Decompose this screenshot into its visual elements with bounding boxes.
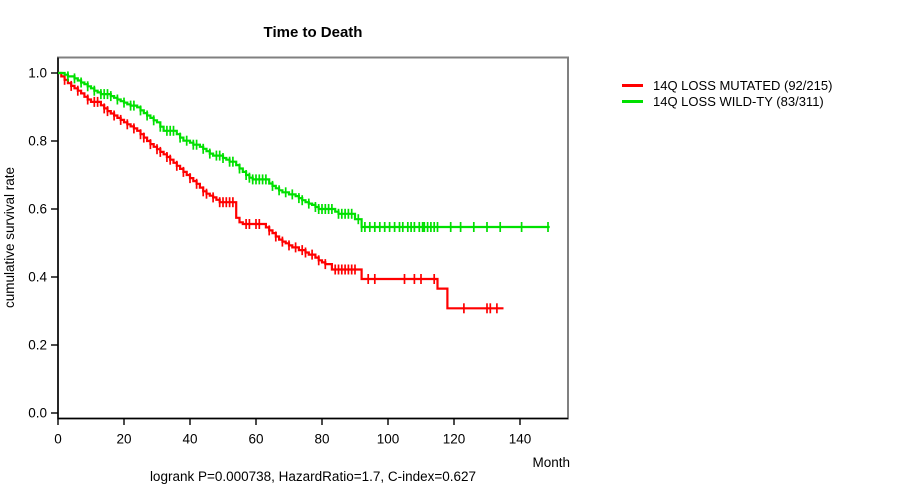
svg-text:0.8: 0.8	[28, 134, 47, 149]
svg-text:20: 20	[116, 432, 131, 447]
legend-label-wildtype: 14Q LOSS WILD-TY (83/311)	[653, 93, 824, 109]
chart-title: Time to Death	[263, 24, 363, 41]
legend-item: 14Q LOSS WILD-TY (83/311)	[622, 93, 832, 109]
svg-text:0.2: 0.2	[28, 338, 47, 353]
legend-item: 14Q LOSS MUTATED (92/215)	[622, 77, 832, 93]
svg-text:0.6: 0.6	[28, 202, 47, 217]
svg-text:0.4: 0.4	[28, 270, 47, 285]
svg-text:1.0: 1.0	[28, 66, 47, 81]
svg-text:0: 0	[54, 432, 62, 447]
legend-line-marker-wildtype	[622, 99, 643, 103]
svg-text:60: 60	[248, 432, 263, 447]
svg-text:80: 80	[314, 432, 329, 447]
svg-text:0.0: 0.0	[28, 406, 47, 421]
stats-annotation: logrank P=0.000738, HazardRatio=1.7, C-i…	[149, 469, 477, 484]
legend: 14Q LOSS MUTATED (92/215) 14Q LOSS WILD-…	[622, 77, 832, 109]
svg-text:40: 40	[182, 432, 197, 447]
x-axis-label: Month	[532, 455, 570, 470]
svg-text:140: 140	[509, 432, 532, 447]
svg-text:120: 120	[443, 432, 466, 447]
legend-label-mutated: 14Q LOSS MUTATED (92/215)	[653, 77, 833, 93]
svg-text:100: 100	[377, 432, 400, 447]
legend-line-marker-mutated	[622, 83, 643, 87]
